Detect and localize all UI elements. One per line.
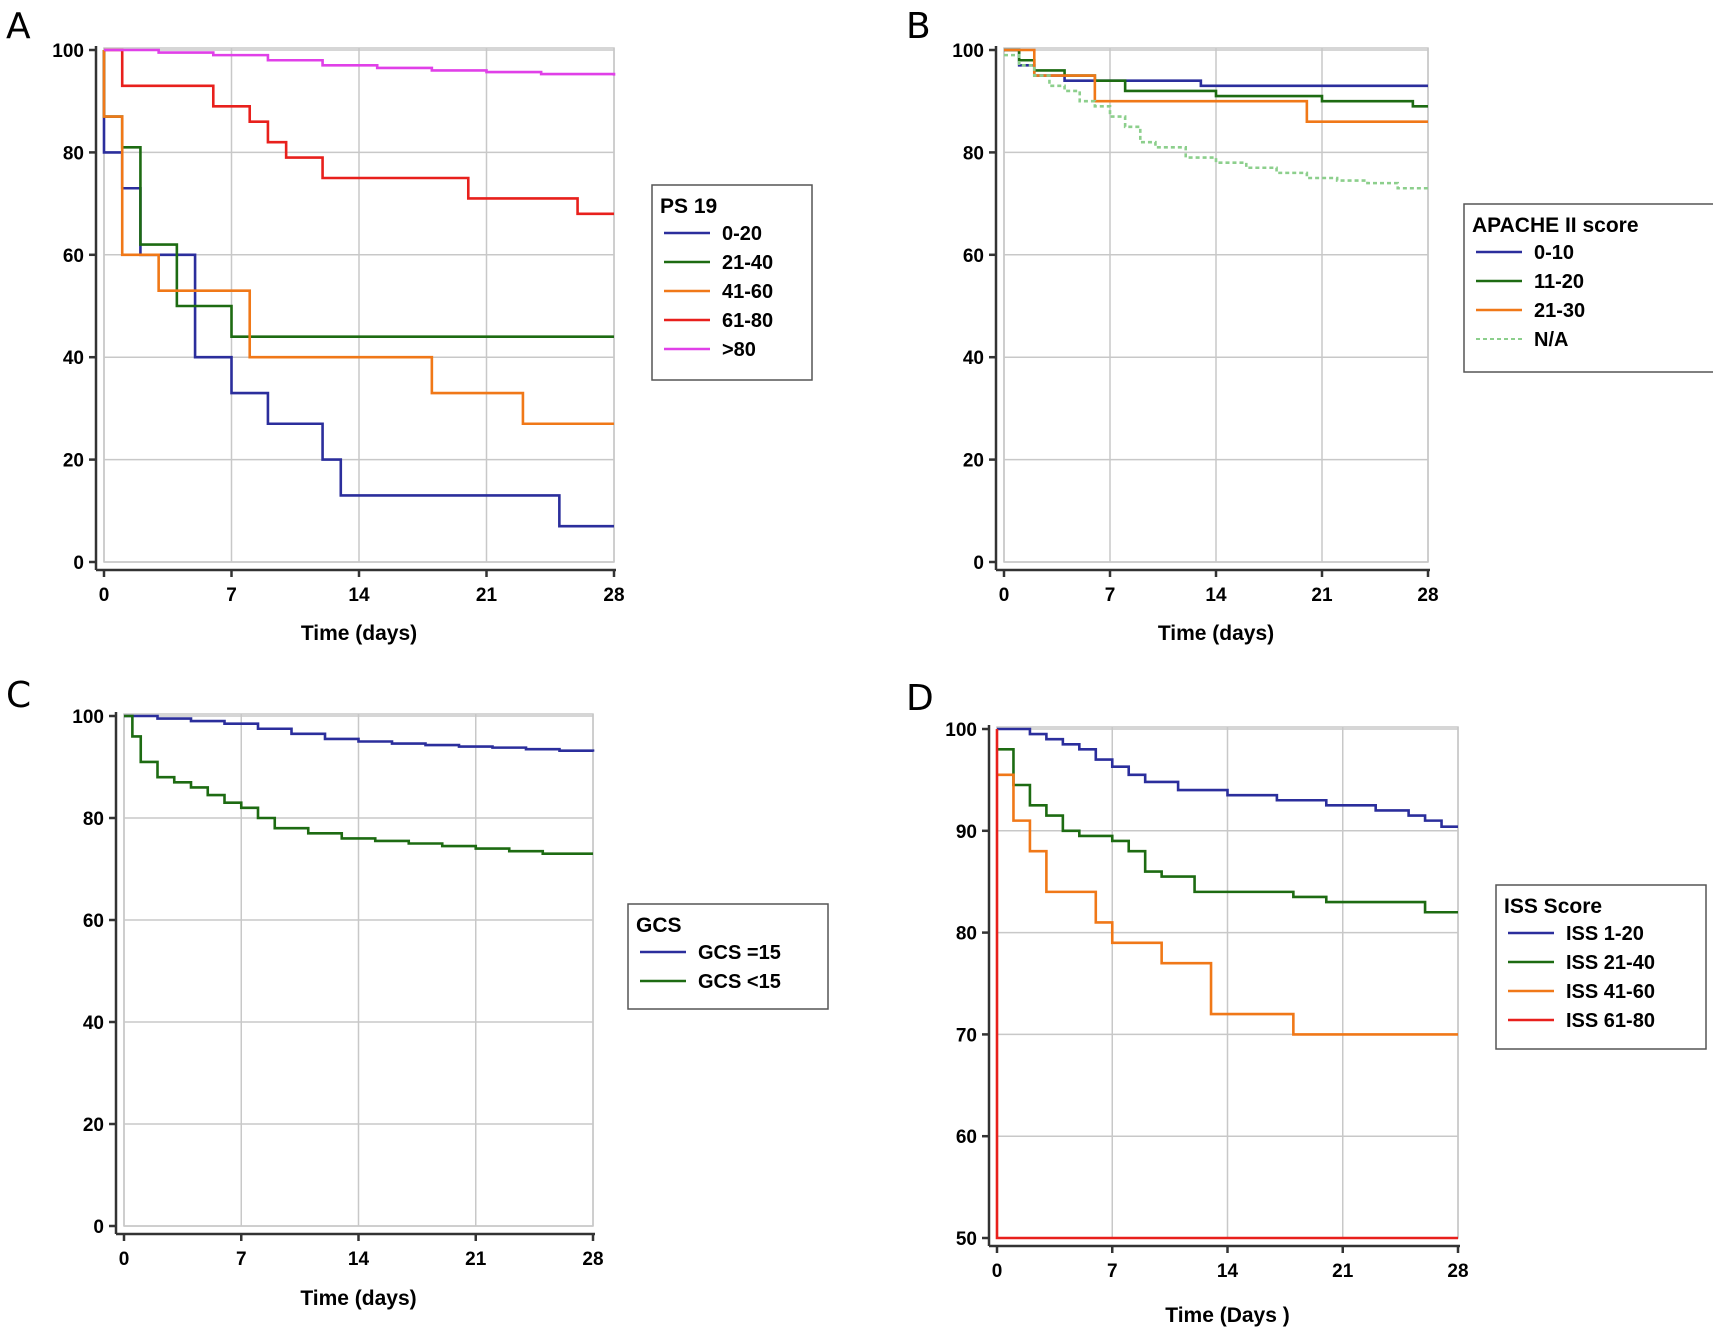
x-tick-label: 28 xyxy=(603,585,624,606)
y-tick-label: 20 xyxy=(963,451,984,472)
x-tick-label: 0 xyxy=(119,1249,130,1270)
x-tick-label: 0 xyxy=(99,585,110,606)
y-tick-label: 50 xyxy=(956,1229,977,1250)
series-line-iss-21-40 xyxy=(997,748,1458,914)
legend: ISS Score ISS 1-20 ISS 21-40 ISS 41-60 ISS 6… xyxy=(1495,884,1707,1050)
panel-label-a: A xyxy=(6,6,31,47)
series-line-iss-1-20 xyxy=(997,727,1458,829)
legend-label: GCS =15 xyxy=(698,942,781,964)
y-tick-label: 60 xyxy=(963,246,984,267)
legend-box xyxy=(1495,884,1707,1050)
series-line-iss-41-60 xyxy=(997,773,1458,1036)
x-tick-label: 21 xyxy=(1332,1261,1354,1282)
y-tick-label: 0 xyxy=(93,1217,104,1238)
legend-label: >80 xyxy=(722,339,756,361)
x-tick-label: 28 xyxy=(1447,1261,1468,1282)
chart-panel-a: 0 7 14 21 28 0 20 40 60 80 100 Time (days) PS 190-20… xyxy=(52,41,813,645)
legend-title: ISS Score xyxy=(1504,895,1602,918)
x-axis-title: Time (days) xyxy=(300,1287,416,1310)
y-tick-label: 40 xyxy=(83,1013,104,1034)
y-tick-label: 40 xyxy=(63,348,84,369)
legend-label: ISS 1-20 xyxy=(1566,923,1644,945)
y-tick-label: 20 xyxy=(83,1115,104,1136)
series-line-21-30 xyxy=(1004,48,1428,123)
x-axis-title: Time (days) xyxy=(1158,622,1274,645)
x-tick-label: 0 xyxy=(992,1261,1003,1282)
chart-panel-d: 0 7 14 21 28 50 60 70 80 90 100 Time (Days ) ISS Sco… xyxy=(945,720,1707,1327)
x-tick-label: 14 xyxy=(348,1249,370,1270)
legend-box xyxy=(1463,203,1713,373)
y-tick-label: 80 xyxy=(956,924,977,945)
legend-label: ISS 41-60 xyxy=(1566,981,1655,1003)
legend-title: PS 19 xyxy=(660,195,717,218)
panel-label-b: B xyxy=(906,6,931,47)
legend-label: 21-40 xyxy=(722,252,773,274)
legend-title: APACHE II score xyxy=(1472,214,1639,237)
x-tick-label: 7 xyxy=(236,1249,247,1270)
x-tick-label: 14 xyxy=(1205,585,1227,606)
legend-label: N/A xyxy=(1534,329,1568,351)
x-tick-label: 28 xyxy=(1417,585,1438,606)
y-tick-label: 100 xyxy=(945,720,977,741)
x-tick-label: 0 xyxy=(999,585,1010,606)
panel-label-d: D xyxy=(906,678,934,719)
y-tick-label: 70 xyxy=(956,1025,977,1046)
series-line-11-20 xyxy=(1004,48,1428,108)
y-tick-label: 90 xyxy=(956,822,977,843)
legend: APACHE II score 0-10 11-20 21-30 N/A xyxy=(1463,203,1713,373)
series-line-n-a xyxy=(1004,53,1430,191)
x-tick-label: 14 xyxy=(1217,1261,1239,1282)
x-tick-label: 14 xyxy=(348,585,370,606)
y-tick-label: 0 xyxy=(73,553,84,574)
charts-layer: 0 7 14 21 28 0 20 40 60 80 100 Time (days) PS 190-20… xyxy=(52,41,1713,1327)
series-line-iss-61-80 xyxy=(995,729,1458,1240)
chart-panel-c: 0 7 14 21 28 0 20 40 60 80 100 Time (days) GCS GCS =1… xyxy=(72,707,829,1310)
legend: PS 190-20 21-40 41-60 61-80 >80 xyxy=(651,184,813,381)
y-tick-label: 80 xyxy=(963,143,984,164)
y-tick-label: 40 xyxy=(963,348,984,369)
y-tick-label: 80 xyxy=(83,809,104,830)
x-tick-label: 21 xyxy=(465,1249,487,1270)
x-tick-label: 28 xyxy=(582,1249,603,1270)
legend-box xyxy=(651,184,813,381)
y-tick-label: 100 xyxy=(952,41,984,62)
legend-label: 11-20 xyxy=(1534,271,1584,293)
series-line--80 xyxy=(104,48,616,76)
legend-title: GCS xyxy=(636,914,682,937)
legend-label: 0-10 xyxy=(1534,242,1574,264)
legend-label: 21-30 xyxy=(1534,300,1585,322)
legend-label: 0-20 xyxy=(722,223,762,245)
x-tick-label: 7 xyxy=(226,585,237,606)
legend: GCS GCS =15 GCS <15 xyxy=(627,903,829,1010)
y-tick-label: 0 xyxy=(973,553,984,574)
x-tick-label: 21 xyxy=(476,585,498,606)
series-line-gcs-15 xyxy=(124,714,595,752)
chart-panel-b: 0 7 14 21 28 0 20 40 60 80 100 Time (days) APACHE II… xyxy=(952,41,1713,645)
legend-label: 61-80 xyxy=(722,310,773,332)
x-tick-label: 21 xyxy=(1311,585,1333,606)
x-tick-label: 7 xyxy=(1105,585,1116,606)
legend-label: ISS 21-40 xyxy=(1566,952,1655,974)
series-line-41-60 xyxy=(102,50,614,426)
legend-label: 41-60 xyxy=(722,281,773,303)
panel-label-c: C xyxy=(6,675,31,716)
legend-label: ISS 61-80 xyxy=(1566,1010,1655,1032)
legend-box xyxy=(627,903,829,1010)
series-line-61-80 xyxy=(104,48,614,216)
x-tick-label: 7 xyxy=(1107,1261,1118,1282)
y-tick-label: 60 xyxy=(63,246,84,267)
y-tick-label: 80 xyxy=(63,143,84,164)
x-axis-title: Time (days) xyxy=(301,622,417,645)
y-tick-label: 20 xyxy=(63,451,84,472)
y-tick-label: 60 xyxy=(956,1127,977,1148)
y-tick-label: 100 xyxy=(72,707,104,728)
y-tick-label: 60 xyxy=(83,911,104,932)
legend-label: GCS <15 xyxy=(698,971,781,993)
x-axis-title: Time (Days ) xyxy=(1165,1304,1290,1327)
series-line-gcs-15 xyxy=(124,714,593,855)
y-tick-label: 100 xyxy=(52,41,84,62)
